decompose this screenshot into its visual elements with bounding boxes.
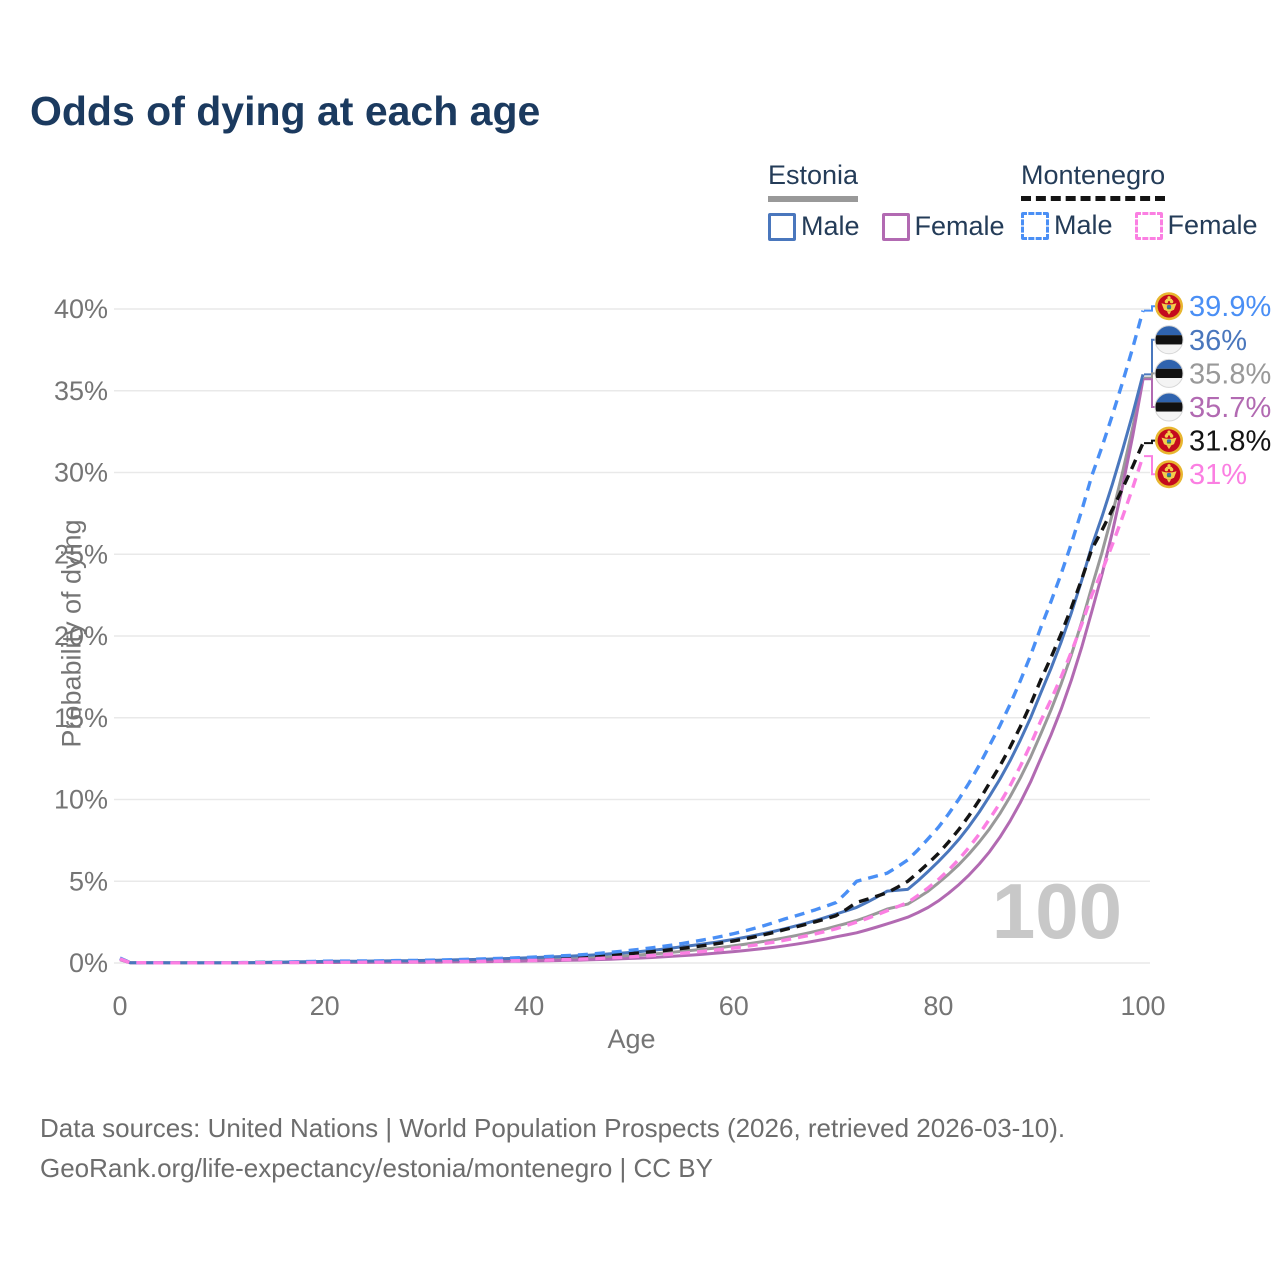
estonia-flag-icon: [1155, 359, 1183, 388]
y-tick-25%: 25%: [54, 539, 108, 569]
y-tick-35%: 35%: [54, 376, 108, 406]
estonia-flag-ring: [1154, 358, 1184, 388]
end-label-estonia-female: 35.7%: [1189, 392, 1271, 424]
x-tick-0: 0: [112, 991, 127, 1021]
end-label-leader-estonia-female: [1144, 378, 1155, 409]
legend-item-montenegro-female[interactable]: Female: [1134, 210, 1258, 241]
series-line-montenegro[interactable]: [119, 442, 1145, 965]
end-label-leader-montenegro: [1144, 439, 1155, 445]
montenegro-flag-icon: [1155, 460, 1183, 489]
legend-item-montenegro-male[interactable]: Male: [1021, 210, 1113, 241]
legend-item-estonia-female[interactable]: Female: [881, 211, 1005, 242]
x-axis-label: Age: [607, 1024, 656, 1054]
estonia-flag-icon: [1155, 393, 1183, 422]
montenegro-female-swatch: [1134, 211, 1163, 240]
y-tick-30%: 30%: [54, 458, 108, 488]
y-tick-0%: 0%: [69, 948, 108, 978]
x-tick-80: 80: [923, 991, 953, 1021]
data-sources-line: Data sources: United Nations | World Pop…: [40, 1113, 1066, 1143]
page-title: Odds of dying at each age: [30, 88, 541, 134]
y-tick-20%: 20%: [54, 621, 108, 651]
montenegro-flag-icon: [1155, 426, 1183, 455]
legend-label-estonia-male: Male: [801, 211, 860, 241]
y-tick-10%: 10%: [54, 785, 108, 815]
footer: Data sources: United Nations | World Pop…: [40, 1108, 1065, 1188]
estonia-flag-ring: [1154, 392, 1184, 422]
estonia-female-swatch: [881, 212, 910, 241]
y-tick-40%: 40%: [54, 294, 108, 324]
montenegro-male-swatch: [1021, 211, 1049, 240]
series-line-estonia-male[interactable]: [119, 374, 1145, 965]
legend-label-montenegro-female: Female: [1167, 210, 1258, 240]
legend-country-estonia[interactable]: Estonia: [768, 160, 859, 202]
montenegro-flag-icon: [1155, 292, 1183, 321]
end-label-montenegro-male: 39.9%: [1189, 291, 1271, 323]
x-tick-40: 40: [514, 991, 544, 1021]
estonia-flag-icon: [1155, 325, 1183, 354]
end-label-montenegro: 31.8%: [1189, 426, 1271, 458]
end-label-leader-estonia: [1144, 372, 1155, 379]
legend-country-montenegro[interactable]: Montenegro: [1021, 160, 1166, 201]
legend-item-estonia-male[interactable]: Male: [768, 211, 860, 242]
series-line-montenegro-female[interactable]: [119, 455, 1145, 965]
end-label-estonia: 35.8%: [1189, 358, 1271, 390]
x-tick-100: 100: [1120, 991, 1165, 1021]
end-label-leader-montenegro-female: [1144, 455, 1155, 476]
series-line-estonia-female[interactable]: [119, 379, 1145, 965]
y-axis-label: Probability of dying: [56, 519, 87, 748]
x-tick-20: 20: [310, 991, 340, 1021]
end-label-leader-estonia-male: [1144, 338, 1155, 376]
legend-group-estonia: Estonia Male Female: [768, 160, 1027, 242]
estonia-male-swatch: [768, 212, 796, 241]
end-label-leader-montenegro-male: [1144, 305, 1155, 312]
y-tick-5%: 5%: [69, 866, 108, 896]
attribution-line: GeoRank.org/life-expectancy/estonia/mont…: [40, 1153, 713, 1183]
x-tick-60: 60: [719, 991, 749, 1021]
end-label-estonia-male: 36%: [1189, 325, 1247, 357]
age-watermark: 100: [991, 867, 1122, 955]
estonia-flag-ring: [1154, 325, 1184, 355]
legend-label-montenegro-male: Male: [1054, 210, 1113, 240]
legend-label-estonia-female: Female: [914, 211, 1005, 241]
series-line-estonia[interactable]: [119, 377, 1145, 965]
y-tick-15%: 15%: [54, 703, 108, 733]
end-label-montenegro-female: 31%: [1189, 459, 1247, 491]
legend-group-montenegro: Montenegro Male Female: [1021, 160, 1280, 241]
